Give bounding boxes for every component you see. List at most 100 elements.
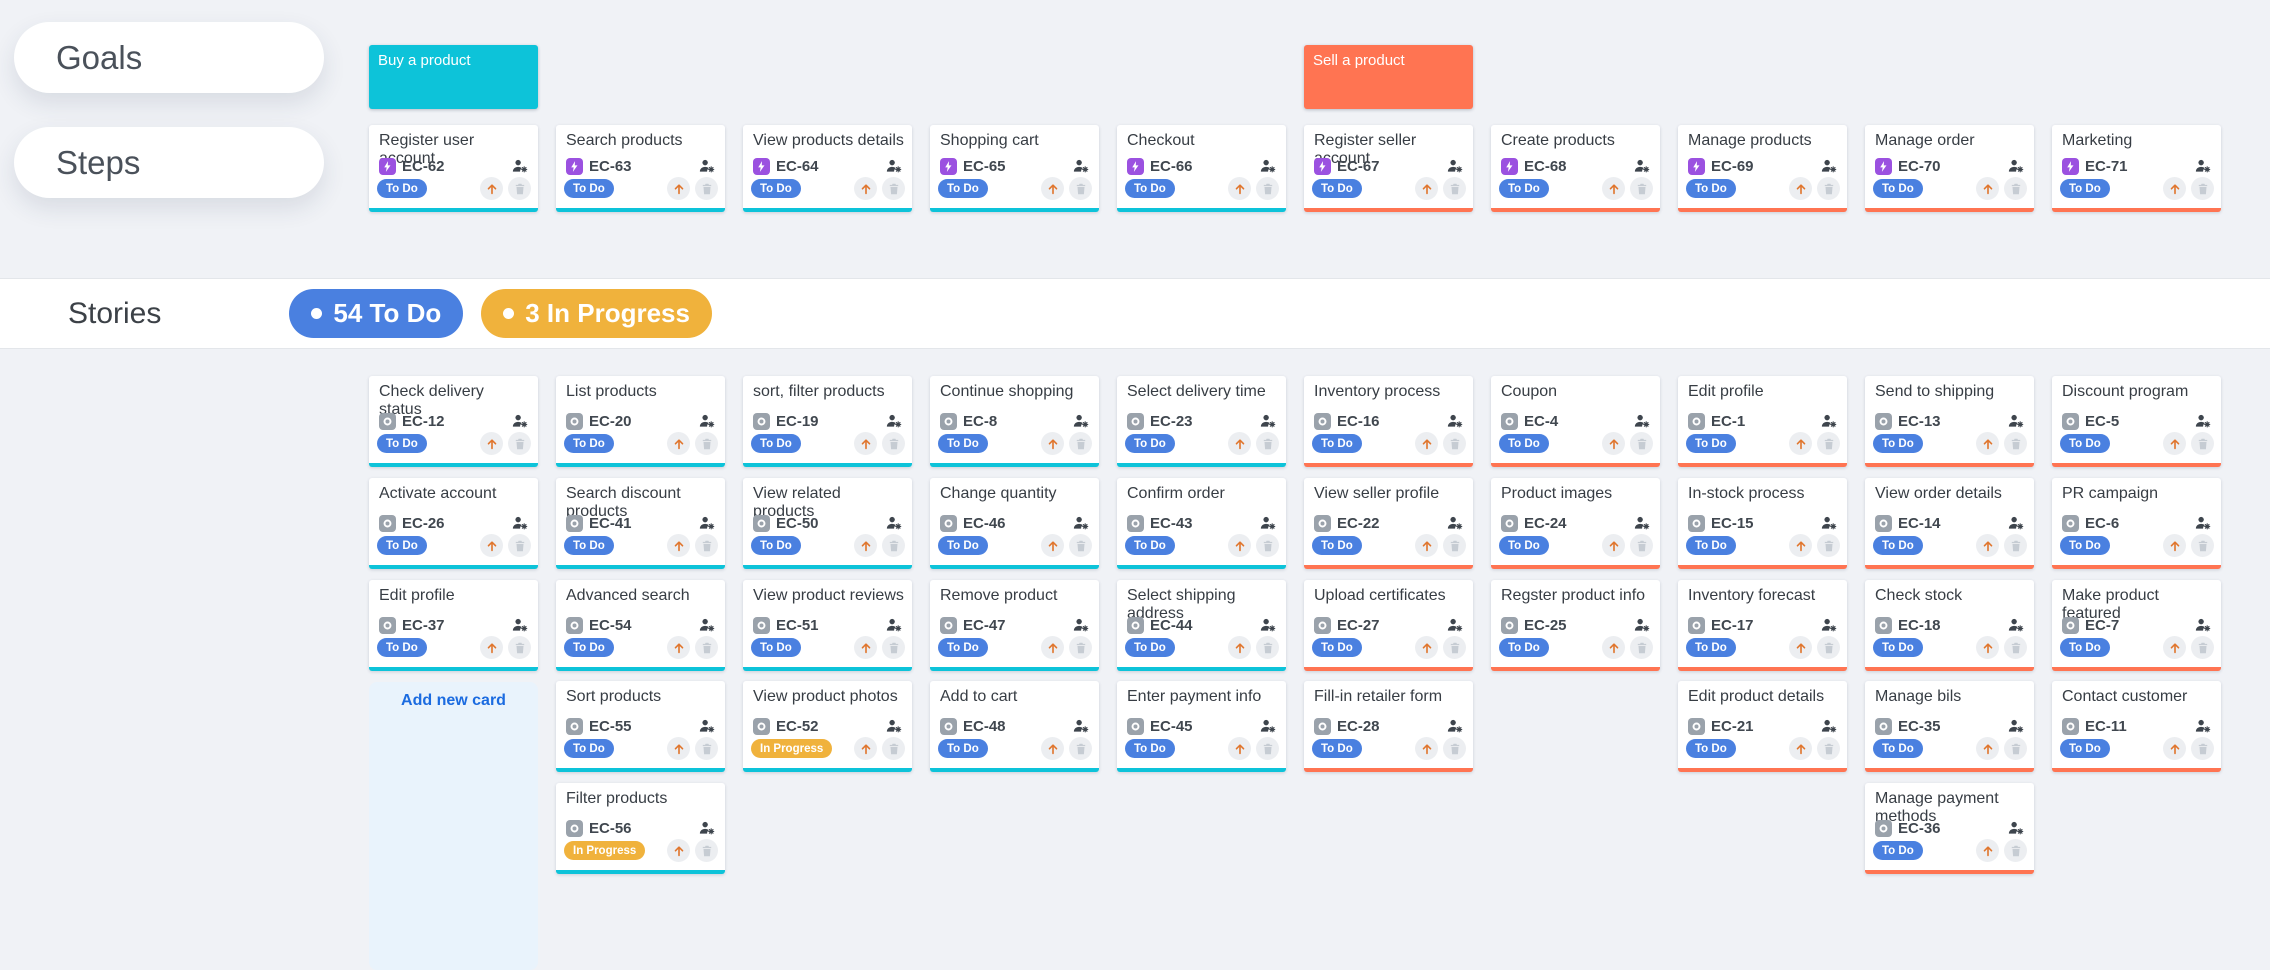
status-badge[interactable]: To Do [751, 638, 801, 657]
status-badge[interactable]: To Do [1312, 434, 1362, 453]
story-card[interactable]: View order details EC-14 To Do [1865, 478, 2034, 569]
delete-button[interactable] [1630, 636, 1653, 659]
story-card[interactable]: Change quantity EC-46 To Do [930, 478, 1099, 569]
status-badge[interactable]: To Do [1312, 638, 1362, 657]
promote-button[interactable] [667, 737, 690, 760]
delete-button[interactable] [1256, 432, 1279, 455]
assign-user-icon[interactable] [1820, 514, 1838, 532]
status-badge[interactable]: To Do [564, 434, 614, 453]
delete-button[interactable] [882, 636, 905, 659]
status-badge[interactable]: To Do [938, 638, 988, 657]
story-card[interactable]: Coupon EC-4 To Do [1491, 376, 1660, 467]
promote-button[interactable] [1415, 737, 1438, 760]
story-card[interactable]: Check stock EC-18 To Do [1865, 580, 2034, 671]
story-card[interactable]: Product images EC-24 To Do [1491, 478, 1660, 569]
promote-button[interactable] [667, 177, 690, 200]
assign-user-icon[interactable] [2007, 157, 2025, 175]
promote-button[interactable] [1789, 432, 1812, 455]
goal-card[interactable]: Buy a product [369, 45, 538, 109]
status-badge[interactable]: To Do [377, 536, 427, 555]
step-card[interactable]: Manage products EC-69 To Do [1678, 125, 1847, 212]
assign-user-icon[interactable] [698, 616, 716, 634]
assign-user-icon[interactable] [1072, 157, 1090, 175]
assign-user-icon[interactable] [698, 819, 716, 837]
story-card[interactable]: Regster product info EC-25 To Do [1491, 580, 1660, 671]
status-badge[interactable]: To Do [1873, 739, 1923, 758]
status-badge[interactable]: To Do [377, 434, 427, 453]
assign-user-icon[interactable] [2007, 514, 2025, 532]
promote-button[interactable] [1976, 177, 1999, 200]
promote-button[interactable] [480, 534, 503, 557]
status-badge[interactable]: To Do [1125, 536, 1175, 555]
delete-button[interactable] [1817, 636, 1840, 659]
assign-user-icon[interactable] [1259, 412, 1277, 430]
assign-user-icon[interactable] [2194, 717, 2212, 735]
assign-user-icon[interactable] [698, 157, 716, 175]
step-card[interactable]: Marketing EC-71 To Do [2052, 125, 2221, 212]
status-badge[interactable]: To Do [2060, 179, 2110, 198]
delete-button[interactable] [1817, 534, 1840, 557]
promote-button[interactable] [1976, 839, 1999, 862]
status-badge[interactable]: To Do [1499, 179, 1549, 198]
promote-button[interactable] [1602, 534, 1625, 557]
delete-button[interactable] [2191, 177, 2214, 200]
assign-user-icon[interactable] [1446, 514, 1464, 532]
assign-user-icon[interactable] [2194, 514, 2212, 532]
delete-button[interactable] [1630, 534, 1653, 557]
story-card[interactable]: Add to cart EC-48 To Do [930, 681, 1099, 772]
status-badge[interactable]: To Do [2060, 739, 2110, 758]
delete-button[interactable] [695, 432, 718, 455]
story-card[interactable]: Filter products EC-56 In Progress [556, 783, 725, 874]
promote-button[interactable] [1415, 534, 1438, 557]
step-card[interactable]: Create products EC-68 To Do [1491, 125, 1660, 212]
promote-button[interactable] [854, 177, 877, 200]
status-badge[interactable]: To Do [751, 434, 801, 453]
assign-user-icon[interactable] [1259, 616, 1277, 634]
delete-button[interactable] [882, 177, 905, 200]
assign-user-icon[interactable] [1633, 616, 1651, 634]
status-badge[interactable]: To Do [938, 739, 988, 758]
delete-button[interactable] [695, 534, 718, 557]
promote-button[interactable] [2163, 636, 2186, 659]
status-badge[interactable]: To Do [938, 536, 988, 555]
status-badge[interactable]: To Do [377, 638, 427, 657]
story-card[interactable]: List products EC-20 To Do [556, 376, 725, 467]
assign-user-icon[interactable] [698, 717, 716, 735]
status-badge[interactable]: To Do [1312, 536, 1362, 555]
delete-button[interactable] [508, 636, 531, 659]
story-card[interactable]: Send to shipping EC-13 To Do [1865, 376, 2034, 467]
delete-button[interactable] [508, 432, 531, 455]
story-card[interactable]: View product reviews EC-51 To Do [743, 580, 912, 671]
status-badge[interactable]: To Do [377, 179, 427, 198]
step-card[interactable]: View products details EC-64 To Do [743, 125, 912, 212]
delete-button[interactable] [695, 636, 718, 659]
delete-button[interactable] [2004, 839, 2027, 862]
story-card[interactable]: Remove product EC-47 To Do [930, 580, 1099, 671]
story-card[interactable]: Activate account EC-26 To Do [369, 478, 538, 569]
status-badge[interactable]: In Progress [564, 841, 646, 860]
promote-button[interactable] [1228, 534, 1251, 557]
status-badge[interactable]: To Do [1686, 739, 1736, 758]
story-card[interactable]: Advanced search EC-54 To Do [556, 580, 725, 671]
delete-button[interactable] [1817, 177, 1840, 200]
assign-user-icon[interactable] [2194, 616, 2212, 634]
steps-row-pill[interactable]: Steps [14, 127, 324, 198]
assign-user-icon[interactable] [2194, 157, 2212, 175]
promote-button[interactable] [1415, 177, 1438, 200]
delete-button[interactable] [508, 534, 531, 557]
delete-button[interactable] [695, 737, 718, 760]
promote-button[interactable] [480, 177, 503, 200]
story-card[interactable]: Edit profile EC-37 To Do [369, 580, 538, 671]
delete-button[interactable] [1630, 177, 1653, 200]
story-card[interactable]: Fill-in retailer form EC-28 To Do [1304, 681, 1473, 772]
delete-button[interactable] [882, 432, 905, 455]
promote-button[interactable] [1976, 534, 1999, 557]
assign-user-icon[interactable] [1446, 412, 1464, 430]
status-badge[interactable]: To Do [1686, 179, 1736, 198]
promote-button[interactable] [2163, 177, 2186, 200]
assign-user-icon[interactable] [698, 514, 716, 532]
story-card[interactable]: Select delivery time EC-23 To Do [1117, 376, 1286, 467]
delete-button[interactable] [1443, 177, 1466, 200]
status-badge[interactable]: To Do [1125, 638, 1175, 657]
story-card[interactable]: sort, filter products EC-19 To Do [743, 376, 912, 467]
